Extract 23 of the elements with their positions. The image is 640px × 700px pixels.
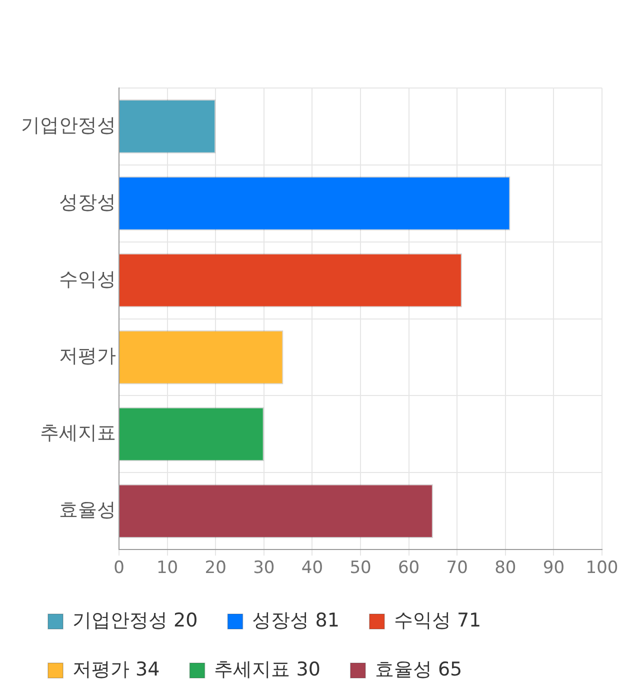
y-tick-label: 기업안정성: [21, 114, 116, 136]
x-tick-label: 100: [586, 558, 618, 578]
x-tick-label: 40: [301, 558, 324, 578]
x-tick-label: 60: [398, 558, 420, 578]
legend-label: 효율성 65: [374, 658, 462, 680]
x-tick-label: 20: [204, 558, 226, 578]
legend-label: 기업안정성 20: [72, 609, 198, 632]
y-tick-label: 추세지표: [40, 422, 116, 444]
y-tick-label: 성장성: [59, 191, 116, 214]
x-tick-label: 30: [253, 558, 275, 578]
y-tick-label: 수익성: [59, 268, 116, 290]
x-tick-label: 10: [156, 558, 178, 578]
x-tick-label: 70: [446, 558, 468, 578]
x-tick-label: 0: [114, 558, 124, 578]
x-tick-label: 90: [542, 558, 565, 578]
y-tick-label: 효율성: [59, 499, 116, 522]
x-tick-label: 50: [350, 558, 372, 578]
legend-label: 추세지표 30: [214, 658, 320, 680]
legend-label: 수익성 71: [394, 609, 482, 632]
legend-label: 성장성 81: [252, 609, 340, 632]
y-tick-label: 저평가: [59, 345, 116, 368]
legend-label: 저평가 34: [72, 658, 160, 680]
x-tick-label: 80: [494, 558, 516, 578]
